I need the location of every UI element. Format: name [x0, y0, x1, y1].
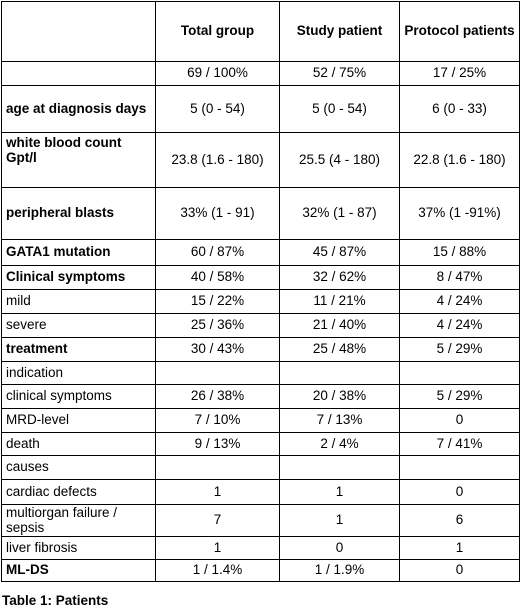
- cell-study: 45 / 87%: [279, 239, 400, 266]
- cell-study: 2 / 4%: [279, 432, 400, 456]
- header-cell-empty: [1, 1, 156, 62]
- row-label: ML-DS: [1, 559, 156, 582]
- cell-protocol: [399, 455, 520, 480]
- cell-study: 11 / 21%: [279, 289, 400, 314]
- row-label: age at diagnosis days: [1, 85, 156, 133]
- cell-total: 5 (0 - 54): [155, 85, 280, 133]
- cell-study: 25.5 (4 - 180): [279, 132, 400, 188]
- header-study-patient: Study patient: [279, 1, 400, 62]
- cell-total: 40 / 58%: [155, 265, 280, 290]
- row-label: severe: [1, 313, 156, 338]
- header-protocol-patients: Protocol patients: [399, 1, 520, 62]
- row-label: MRD-level: [1, 408, 156, 433]
- table-row: Clinical symptoms 40 / 58% 32 / 62% 8 / …: [1, 265, 520, 290]
- cell-study: 7 / 13%: [279, 408, 400, 433]
- table-row: age at diagnosis days 5 (0 - 54) 5 (0 - …: [1, 85, 520, 133]
- cell-protocol: 15 / 88%: [399, 239, 520, 266]
- table-row: multiorgan failure / sepsis 7 1 6: [1, 504, 520, 537]
- header-row: Total group Study patient Protocol patie…: [1, 1, 520, 62]
- cell-total: 1: [155, 536, 280, 560]
- cell-total: 1: [155, 479, 280, 505]
- patients-table: Total group Study patient Protocol patie…: [1, 1, 520, 582]
- row-label: treatment: [1, 337, 156, 362]
- cell-total: 7: [155, 504, 280, 537]
- cell-total: 15 / 22%: [155, 289, 280, 314]
- cell-protocol: 37% (1 -91%): [399, 187, 520, 240]
- cell-protocol: 8 / 47%: [399, 265, 520, 290]
- table-row: clinical symptoms 26 / 38% 20 / 38% 5 / …: [1, 384, 520, 409]
- cell-total: 26 / 38%: [155, 384, 280, 409]
- row-label: white blood count Gpt/l: [1, 132, 156, 188]
- table-row: indication: [1, 361, 520, 385]
- cell-protocol: 1: [399, 536, 520, 560]
- cell-total: 23.8 (1.6 - 180): [155, 132, 280, 188]
- cell-total: 7 / 10%: [155, 408, 280, 433]
- row-label: multiorgan failure / sepsis: [1, 504, 156, 537]
- table-row: causes: [1, 455, 520, 480]
- cell-total: 60 / 87%: [155, 239, 280, 266]
- cell-study: 52 / 75%: [279, 61, 400, 86]
- table-row: treatment 30 / 43% 25 / 48% 5 / 29%: [1, 337, 520, 362]
- cell-protocol: [399, 361, 520, 385]
- row-label: peripheral blasts: [1, 187, 156, 240]
- cell-protocol: 4 / 24%: [399, 289, 520, 314]
- row-label: causes: [1, 455, 156, 480]
- table-row: liver fibrosis 1 0 1: [1, 536, 520, 560]
- cell-total: [155, 455, 280, 480]
- table-caption: Table 1: Patients: [2, 593, 109, 608]
- cell-protocol: 6 (0 - 33): [399, 85, 520, 133]
- cell-protocol: 6: [399, 504, 520, 537]
- row-label: indication: [1, 361, 156, 385]
- row-label: liver fibrosis: [1, 536, 156, 560]
- cell-study: 0: [279, 536, 400, 560]
- cell-study: 32 / 62%: [279, 265, 400, 290]
- cell-study: [279, 455, 400, 480]
- cell-protocol: 5 / 29%: [399, 337, 520, 362]
- cell-study: 25 / 48%: [279, 337, 400, 362]
- table-row: cardiac defects 1 1 0: [1, 479, 520, 505]
- cell-study: 20 / 38%: [279, 384, 400, 409]
- cell-study: 5 (0 - 54): [279, 85, 400, 133]
- row-label: clinical symptoms: [1, 384, 156, 409]
- cell-total: 69 / 100%: [155, 61, 280, 86]
- cell-total: 33% (1 - 91): [155, 187, 280, 240]
- table-row: GATA1 mutation 60 / 87% 45 / 87% 15 / 88…: [1, 239, 520, 266]
- table-row: ML-DS 1 / 1.4% 1 / 1.9% 0: [1, 559, 520, 582]
- cell-protocol: 7 / 41%: [399, 432, 520, 456]
- cell-protocol: 0: [399, 479, 520, 505]
- table-row: peripheral blasts 33% (1 - 91) 32% (1 - …: [1, 187, 520, 240]
- table-row: white blood count Gpt/l 23.8 (1.6 - 180)…: [1, 132, 520, 188]
- cell-study: 1 / 1.9%: [279, 559, 400, 582]
- row-label: cardiac defects: [1, 479, 156, 505]
- table-row: severe 25 / 36% 21 / 40% 4 / 24%: [1, 313, 520, 338]
- cell-study: 1: [279, 504, 400, 537]
- cell-protocol: 5 / 29%: [399, 384, 520, 409]
- table-row: mild 15 / 22% 11 / 21% 4 / 24%: [1, 289, 520, 314]
- cell-total: [155, 361, 280, 385]
- table-row: 69 / 100% 52 / 75% 17 / 25%: [1, 61, 520, 86]
- cell-total: 9 / 13%: [155, 432, 280, 456]
- cell-study: 21 / 40%: [279, 313, 400, 338]
- cell-protocol: 17 / 25%: [399, 61, 520, 86]
- table-row: death 9 / 13% 2 / 4% 7 / 41%: [1, 432, 520, 456]
- cell-total: 25 / 36%: [155, 313, 280, 338]
- row-label: [1, 61, 156, 86]
- table-row: MRD-level 7 / 10% 7 / 13% 0: [1, 408, 520, 433]
- row-label: GATA1 mutation: [1, 239, 156, 266]
- cell-protocol: 0: [399, 559, 520, 582]
- cell-protocol: 0: [399, 408, 520, 433]
- cell-study: 1: [279, 479, 400, 505]
- cell-total: 30 / 43%: [155, 337, 280, 362]
- cell-protocol: 4 / 24%: [399, 313, 520, 338]
- cell-protocol: 22.8 (1.6 - 180): [399, 132, 520, 188]
- cell-total: 1 / 1.4%: [155, 559, 280, 582]
- header-total-group: Total group: [155, 1, 280, 62]
- row-label: death: [1, 432, 156, 456]
- row-label: Clinical symptoms: [1, 265, 156, 290]
- cell-study: [279, 361, 400, 385]
- row-label: mild: [1, 289, 156, 314]
- cell-study: 32% (1 - 87): [279, 187, 400, 240]
